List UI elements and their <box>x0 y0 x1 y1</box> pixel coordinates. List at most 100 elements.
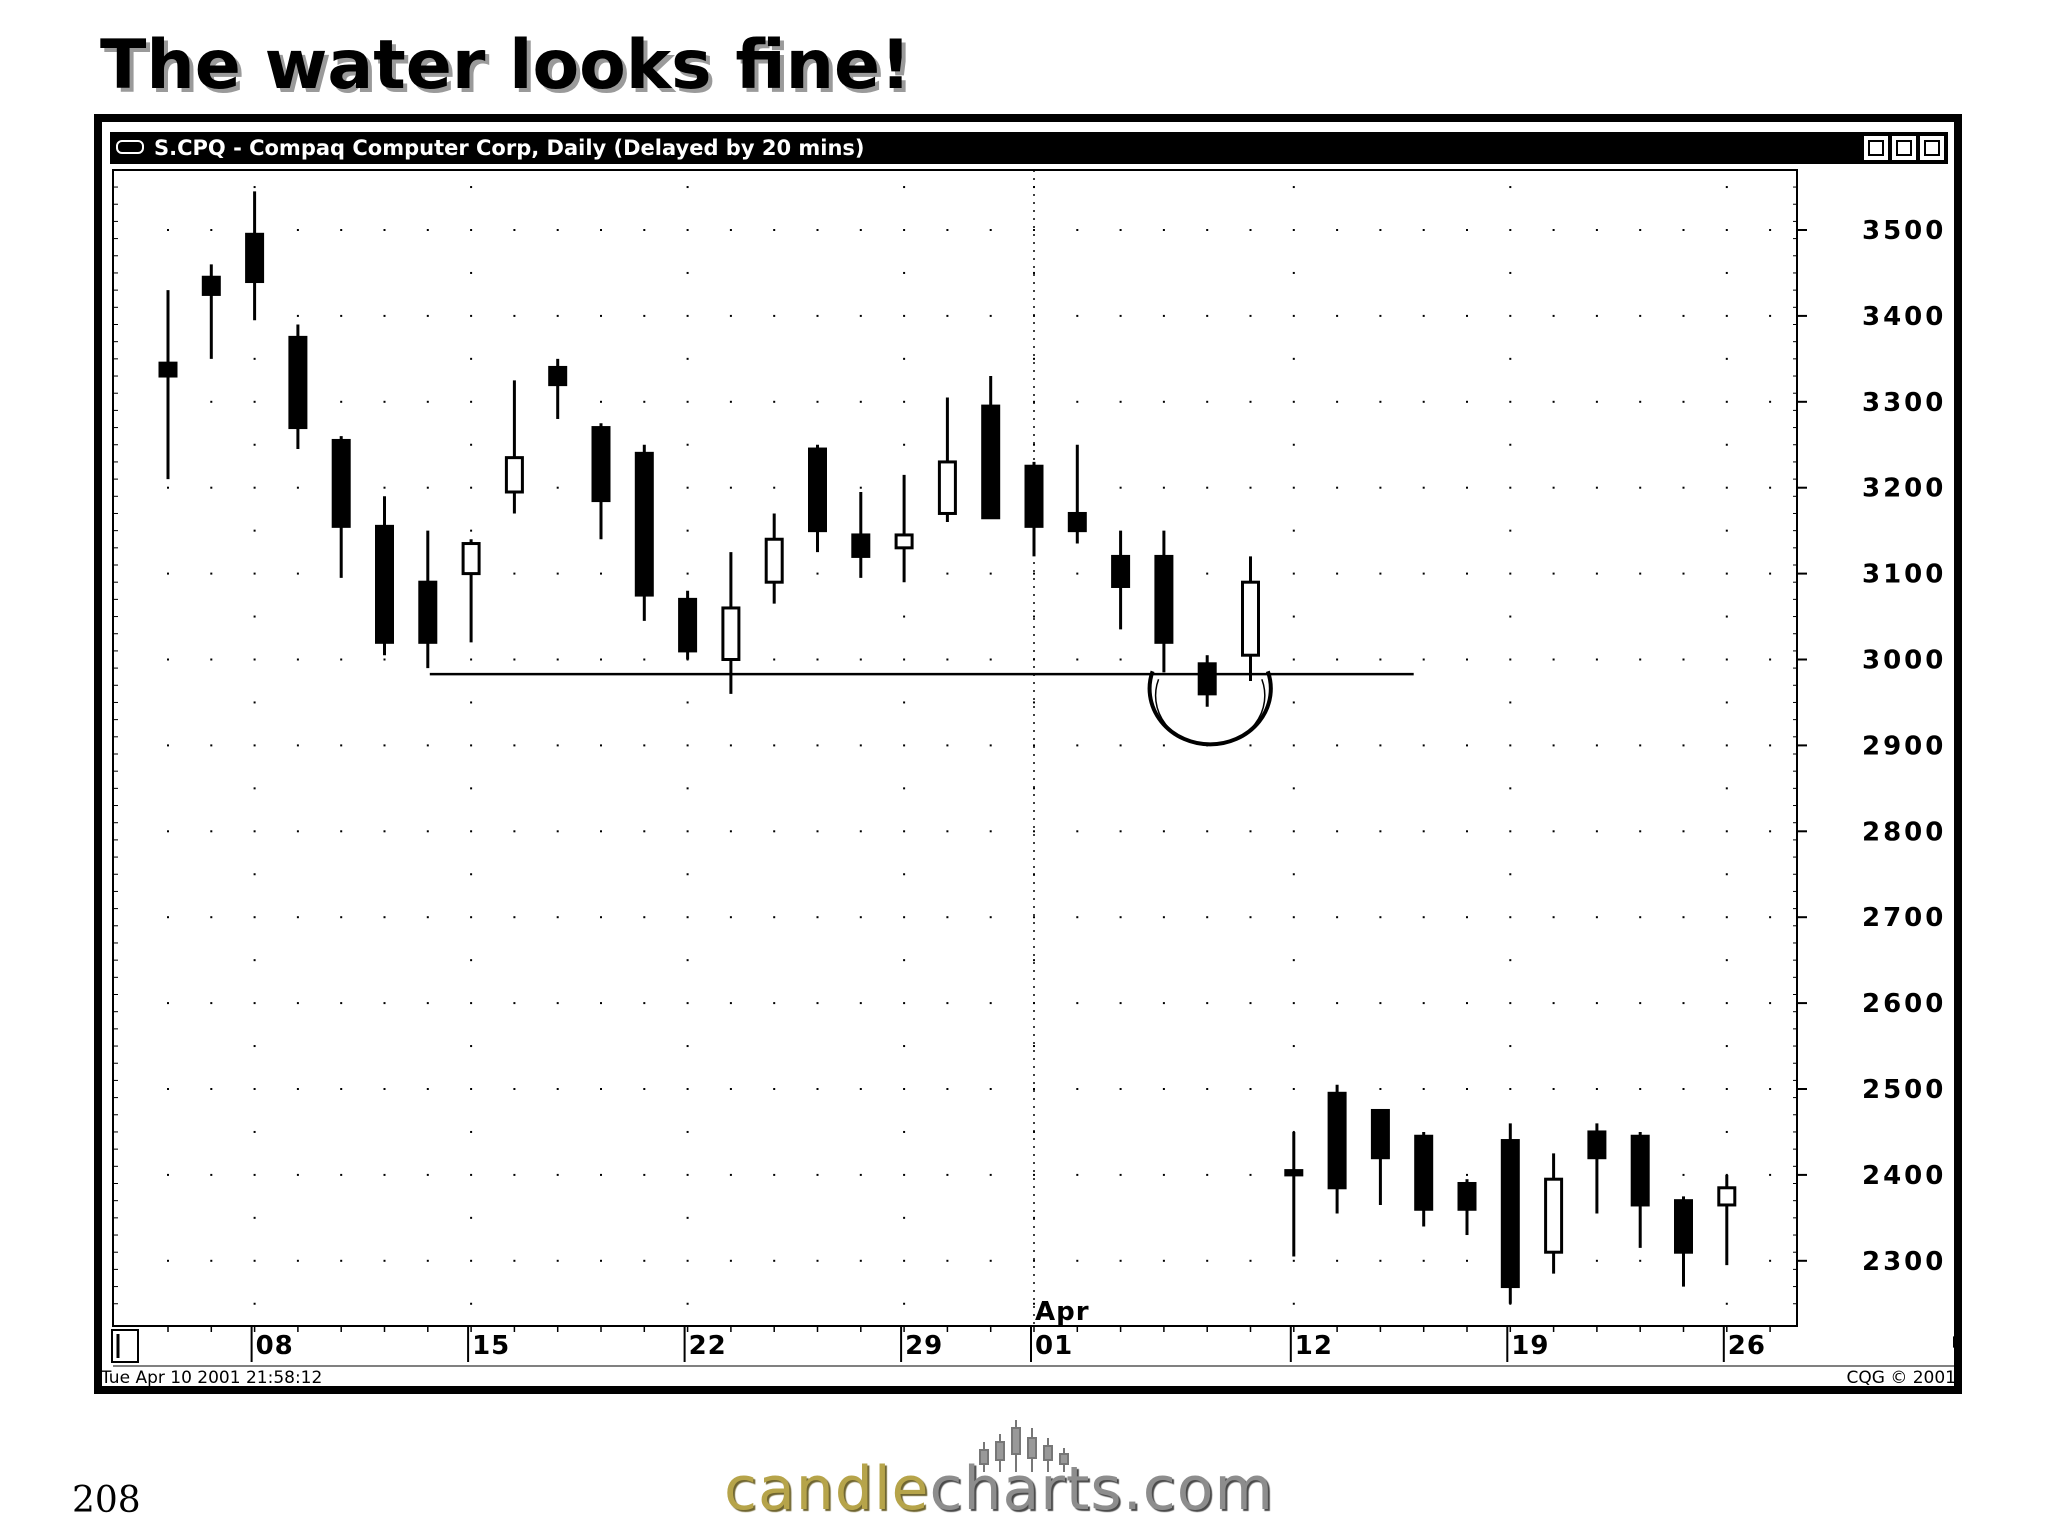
grid-dot <box>816 830 819 833</box>
grid-dot <box>1595 1088 1598 1090</box>
candlecharts-logo[interactable]: candlecharts.com <box>724 1414 1273 1524</box>
grid-dot <box>1249 744 1252 747</box>
grid-dot <box>1466 1002 1468 1005</box>
grid-dot <box>1725 357 1728 360</box>
window-titlebar[interactable]: S.CPQ - Compaq Computer Corp, Daily (Del… <box>110 132 1948 164</box>
grid-dot <box>903 1302 906 1305</box>
grid-dot <box>253 1088 256 1090</box>
grid-dot <box>470 1173 473 1176</box>
grid-dot <box>1119 658 1122 661</box>
grid-dot <box>296 658 299 661</box>
candle <box>1717 1174 1737 1266</box>
grid-dot <box>210 486 213 489</box>
grid-dot <box>167 1002 169 1005</box>
grid-dot <box>773 916 776 919</box>
grid-dot <box>1162 744 1165 747</box>
grid-dot <box>383 486 386 489</box>
grid-dot <box>1422 658 1425 661</box>
y-tick-label: 3400 <box>1862 302 1946 332</box>
grid-dot <box>340 1259 343 1262</box>
grid-dot <box>729 1088 732 1090</box>
grid-dot <box>729 486 732 489</box>
grid-dot <box>210 830 213 833</box>
window-title: S.CPQ - Compaq Computer Corp, Daily (Del… <box>154 136 865 160</box>
horizontal-scrollbar[interactable] <box>111 1329 1961 1363</box>
grid-dot <box>729 916 732 919</box>
grid-dot <box>816 1173 819 1176</box>
grid-dot <box>210 744 213 747</box>
candle-body-white <box>764 537 784 584</box>
grid-dot <box>1552 572 1555 575</box>
grid-dot <box>816 1259 819 1262</box>
grid-dot <box>340 830 343 833</box>
maximize-icon[interactable] <box>1892 136 1916 160</box>
grid-dot <box>643 1259 646 1262</box>
grid-dot <box>643 314 646 317</box>
grid-dot <box>470 1088 473 1090</box>
x-tick-label: 22 <box>689 1331 727 1361</box>
grid-dot <box>989 830 992 833</box>
grid-dot <box>600 916 602 919</box>
candle <box>634 444 654 621</box>
candle <box>1630 1131 1650 1248</box>
close-icon[interactable] <box>1920 136 1944 160</box>
grid-dot <box>1725 572 1728 575</box>
grid-dot <box>1509 229 1512 231</box>
grid-dot <box>600 1002 602 1005</box>
grid-dot <box>1033 572 1035 575</box>
candle-body-black <box>245 232 265 284</box>
grid-dot <box>1336 486 1339 489</box>
grid-dot <box>1422 916 1425 919</box>
grid-dot <box>1769 1002 1772 1005</box>
grid-dot <box>773 1088 776 1090</box>
grid-dot <box>773 744 776 747</box>
grid-dot <box>816 572 819 575</box>
grid-dot <box>1509 701 1512 704</box>
candle-body-black <box>1457 1181 1477 1211</box>
grid-dot <box>253 787 256 790</box>
grid-dot <box>556 1088 559 1090</box>
grid-dot <box>1769 658 1772 661</box>
grid-dot <box>773 658 776 661</box>
grid-dot <box>513 572 516 575</box>
grid-dot <box>729 744 732 747</box>
grid-dot <box>1379 830 1382 833</box>
grid-dot <box>1595 830 1598 833</box>
grid-dot <box>903 271 906 274</box>
grid-dot <box>1509 271 1512 274</box>
grid-dot <box>210 229 213 231</box>
grid-dot <box>729 1259 732 1262</box>
grid-dot <box>513 229 516 231</box>
grid-dot <box>167 658 169 661</box>
x-tick-label: 19 <box>1511 1331 1549 1361</box>
grid-dot <box>426 1088 429 1090</box>
grid-dot <box>1466 1088 1468 1090</box>
grid-dot <box>1639 486 1642 489</box>
grid-dot <box>1422 400 1425 403</box>
grid-dot <box>600 572 602 575</box>
highlight-circle-inner <box>1154 679 1266 747</box>
grid-dot <box>1162 486 1165 489</box>
grid-dot <box>1466 314 1468 317</box>
grid-dot <box>1725 400 1728 403</box>
grid-dot <box>773 1173 776 1176</box>
grid-dot <box>600 744 602 747</box>
grid-dot <box>470 400 473 403</box>
grid-dot <box>253 486 256 489</box>
grid-dot <box>470 787 473 790</box>
minimize-icon[interactable] <box>1864 136 1888 160</box>
grid-dot <box>253 959 256 962</box>
grid-dot <box>296 486 299 489</box>
grid-dot <box>686 959 689 962</box>
grid-dot <box>1292 873 1295 876</box>
grid-dot <box>1769 744 1772 747</box>
grid-dot <box>253 615 256 618</box>
grid-dot <box>1725 314 1728 317</box>
grid-dot <box>600 1173 602 1176</box>
grid-dot <box>1509 186 1512 189</box>
grid-dot <box>383 916 386 919</box>
grid-dot <box>1595 229 1598 231</box>
grid-dot <box>470 529 473 532</box>
grid-dot <box>340 229 343 231</box>
x-month-label: Apr <box>1035 1297 1090 1327</box>
